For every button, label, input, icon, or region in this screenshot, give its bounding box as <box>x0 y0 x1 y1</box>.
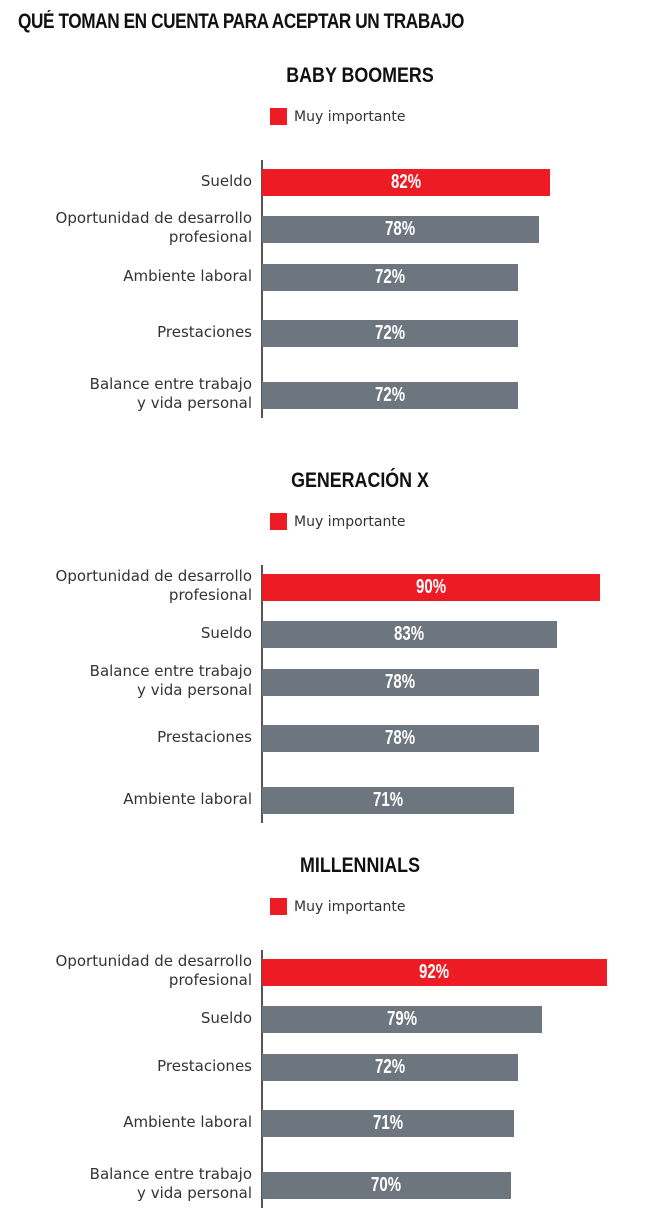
bar: 92% <box>262 959 607 986</box>
bar: 82% <box>262 169 550 196</box>
category-label: Prestaciones <box>157 322 252 341</box>
category-label: Oportunidad de desarrollo profesional <box>55 952 252 989</box>
bar: 72% <box>262 264 518 291</box>
data-label: 70% <box>371 1174 402 1196</box>
category-label: Ambiente laboral <box>123 789 252 808</box>
data-label: 83% <box>394 623 425 645</box>
category-label: Balance entre trabajo y vida personal <box>89 1165 252 1202</box>
category-label: Ambiente laboral <box>123 1112 252 1131</box>
bar: 78% <box>262 216 539 243</box>
category-label: Prestaciones <box>157 1056 252 1075</box>
category-label: Balance entre trabajo y vida personal <box>89 662 252 699</box>
category-label: Sueldo <box>200 1008 252 1027</box>
legend-label: Muy importante <box>294 108 406 125</box>
bar: 78% <box>262 725 539 752</box>
chart-title: BABY BOOMERS <box>286 64 434 87</box>
bar: 72% <box>262 1054 518 1081</box>
legend-swatch <box>270 898 287 915</box>
data-label: 82% <box>390 171 421 193</box>
data-label: 78% <box>385 671 416 693</box>
legend-swatch <box>270 108 287 125</box>
y-axis <box>261 950 263 1208</box>
bar: 90% <box>262 574 600 601</box>
data-label: 90% <box>415 576 446 598</box>
category-label: Prestaciones <box>157 727 252 746</box>
bar: 70% <box>262 1172 511 1199</box>
category-label: Ambiente laboral <box>123 266 252 285</box>
legend-label: Muy importante <box>294 898 406 915</box>
bar: 83% <box>262 621 557 648</box>
y-axis <box>261 160 263 418</box>
data-label: 72% <box>374 322 405 344</box>
bar: 79% <box>262 1006 543 1033</box>
bar: 71% <box>262 1110 515 1137</box>
category-label: Sueldo <box>200 623 252 642</box>
data-label: 78% <box>385 727 416 749</box>
chart-title: MILLENNIALS <box>300 854 420 877</box>
chart-title: GENERACIÓN X <box>291 469 429 492</box>
category-label: Sueldo <box>200 171 252 190</box>
data-label: 92% <box>419 961 450 983</box>
category-label: Balance entre trabajo y vida personal <box>89 375 252 412</box>
data-label: 72% <box>374 384 405 406</box>
data-label: 71% <box>373 1112 404 1134</box>
data-label: 72% <box>374 266 405 288</box>
data-label: 71% <box>373 789 404 811</box>
data-label: 72% <box>374 1056 405 1078</box>
data-label: 78% <box>385 218 416 240</box>
data-label: 79% <box>387 1008 418 1030</box>
legend: Muy importante <box>270 513 405 530</box>
legend: Muy importante <box>270 108 405 125</box>
legend: Muy importante <box>270 898 405 915</box>
category-label: Oportunidad de desarrollo profesional <box>55 209 252 246</box>
y-axis <box>261 565 263 823</box>
legend-swatch <box>270 513 287 530</box>
category-label: Oportunidad de desarrollo profesional <box>55 567 252 604</box>
legend-label: Muy importante <box>294 513 406 530</box>
page-title: QUÉ TOMAN EN CUENTA PARA ACEPTAR UN TRAB… <box>18 10 465 33</box>
bar: 71% <box>262 787 515 814</box>
bar: 72% <box>262 320 518 347</box>
bar: 72% <box>262 382 518 409</box>
bar: 78% <box>262 669 539 696</box>
